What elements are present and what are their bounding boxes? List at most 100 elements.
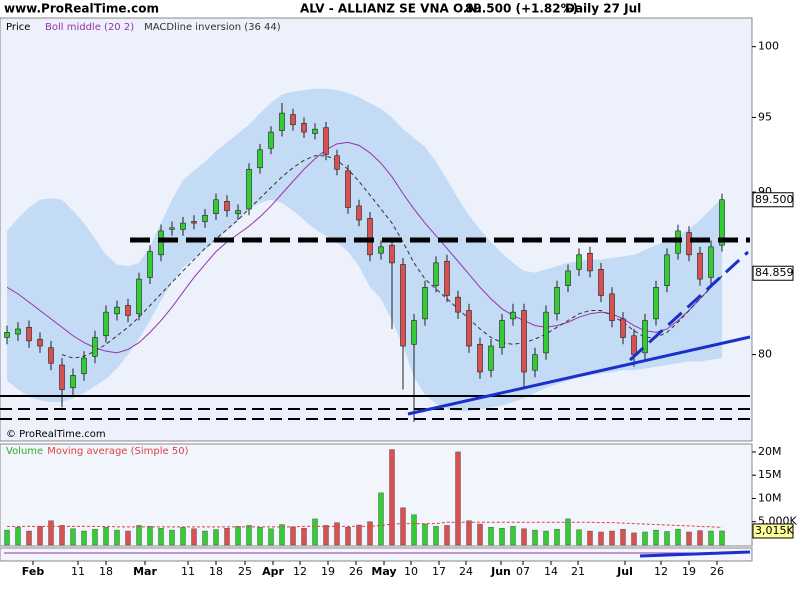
candle-body [455, 296, 461, 313]
volume-bar [543, 530, 549, 546]
candle-body [477, 344, 483, 373]
candle-body [345, 170, 351, 208]
candle-body [81, 357, 87, 375]
volume-bar [136, 525, 142, 546]
legend-entry: Moving average (Simple 50) [47, 446, 188, 457]
candle-body [147, 251, 153, 278]
volume-bar [510, 526, 516, 546]
candle-body [400, 264, 406, 347]
volume-ma [7, 521, 723, 528]
volume-bar [213, 529, 219, 546]
candle-body [191, 221, 197, 224]
price-label-box [752, 192, 794, 208]
indicator-line [639, 550, 751, 558]
volume-bar [26, 530, 32, 546]
candle-body [532, 354, 538, 371]
x-tick-label: 18 [209, 565, 223, 578]
volume-bar [15, 527, 21, 546]
candle-body [26, 326, 32, 342]
volume-bar [235, 526, 241, 546]
volume-bar [334, 522, 340, 546]
candle-body [422, 286, 428, 320]
candle-body [92, 337, 98, 357]
volume-bar [246, 525, 252, 546]
candle-body [466, 310, 472, 347]
volume-bar [224, 528, 230, 546]
volume-bar [367, 521, 373, 546]
candle-body [389, 244, 395, 264]
volume-bar [433, 526, 439, 546]
volume-bar [466, 520, 472, 546]
volume-bar [4, 529, 10, 546]
legend-price: Price [6, 22, 30, 33]
candle-body [15, 328, 21, 335]
volume-bar [378, 492, 384, 546]
volume-bar [642, 531, 648, 546]
x-tick-label: 18 [99, 565, 113, 578]
candle-body [268, 131, 274, 149]
candle-body [565, 270, 571, 286]
candle-body [37, 338, 43, 347]
volume-bar [345, 527, 351, 546]
legend-entry: MACDline inversion (36 44) [144, 22, 281, 33]
x-tick-label: 17 [432, 565, 446, 578]
candle-body [367, 218, 373, 256]
candle-body [609, 293, 615, 321]
volume-bar [532, 529, 538, 546]
volume-bar [554, 528, 560, 546]
candle-body [323, 127, 329, 155]
volume-bar [477, 523, 483, 546]
candle-body [4, 332, 10, 338]
candle-body [664, 254, 670, 286]
candle-body [279, 112, 285, 131]
candle-body [521, 310, 527, 373]
volume-bar [81, 530, 87, 546]
candle-body [620, 318, 626, 338]
watermark: © ProRealTime.com [6, 429, 106, 440]
candle-body [213, 199, 219, 215]
volume-bar [576, 529, 582, 546]
candle-body [543, 311, 549, 354]
candle-body [510, 311, 516, 320]
indicator-panel [0, 547, 753, 562]
candle-body [158, 230, 164, 256]
candle-body [312, 128, 318, 134]
candle-body [653, 286, 659, 320]
volume-bar [697, 530, 703, 546]
volume-bar [411, 514, 417, 546]
volume-bar [48, 520, 54, 546]
x-tick-label: 14 [544, 565, 558, 578]
candle-body [411, 320, 417, 345]
volume-bar [455, 451, 461, 546]
x-tick-label: 25 [238, 565, 252, 578]
quote: 89.500 (+1.82%) [465, 2, 578, 16]
volume-bar [631, 532, 637, 546]
candle-body [301, 122, 307, 133]
x-tick-label: 24 [459, 565, 473, 578]
legend-entry: Volume [6, 446, 43, 457]
x-tick-label: Jul [616, 565, 633, 578]
candle-body [169, 227, 175, 230]
volume-bar [653, 529, 659, 546]
y-tick-label: 20M [758, 445, 782, 458]
volume-bar [499, 528, 505, 546]
candle-body [103, 311, 109, 337]
y-tick-label: 80 [758, 348, 772, 361]
candle-body [576, 254, 582, 270]
period: Daily 27 Jul [565, 2, 641, 16]
x-tick-label: Jun [490, 565, 511, 578]
volume-bar [70, 528, 76, 546]
candle-body [598, 269, 604, 296]
x-tick-label: 11 [71, 565, 85, 578]
volume-bar [620, 528, 626, 546]
candle-body [180, 222, 186, 230]
volume-bar [422, 523, 428, 546]
x-tick-label: 19 [321, 565, 335, 578]
x-tick-label: Mar [133, 565, 157, 578]
candle-body [686, 232, 692, 256]
volume-bar [180, 527, 186, 546]
price-label-box [752, 265, 794, 281]
volume-bar [521, 528, 527, 546]
volume-bar [114, 529, 120, 546]
volume-layer [4, 449, 725, 546]
